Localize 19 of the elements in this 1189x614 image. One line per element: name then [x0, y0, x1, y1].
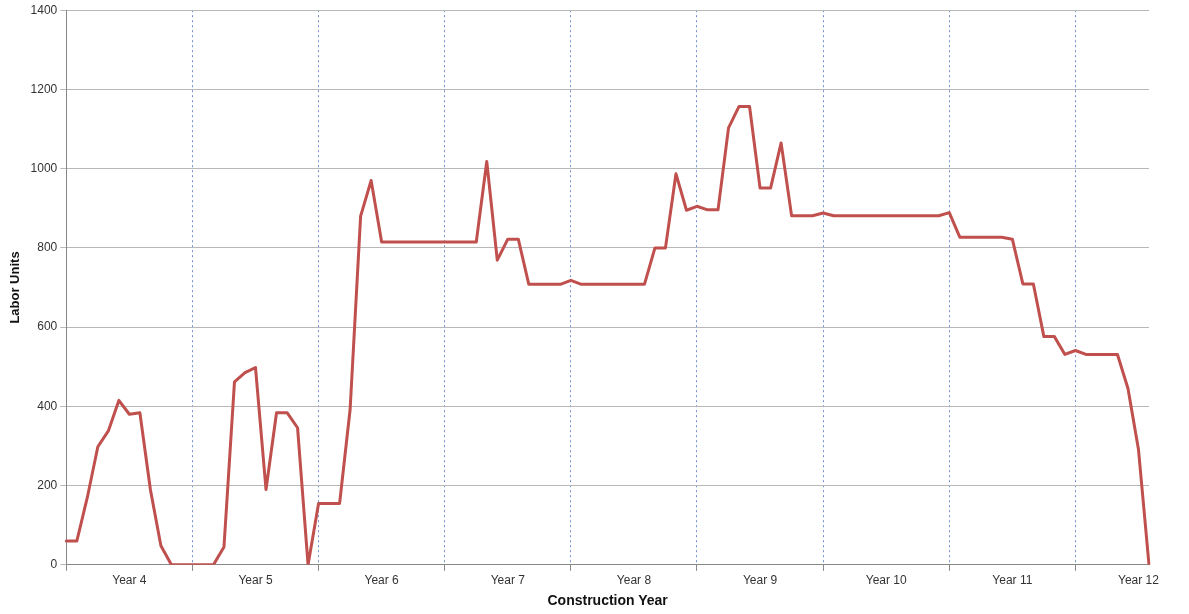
y-tick-label: 200	[37, 477, 58, 492]
x-tick-label: Year 9	[742, 573, 778, 588]
x-tick-label: Year 6	[364, 573, 400, 588]
y-axis-title: Labor Units	[7, 251, 23, 324]
x-axis-title: Construction Year	[547, 592, 669, 609]
y-tick-label: 1200	[30, 81, 58, 96]
y-tick-label: 0	[50, 557, 58, 572]
y-tick-label: 800	[37, 240, 58, 255]
y-tick-label: 600	[37, 319, 58, 334]
x-tick-label: Year 8	[616, 573, 652, 588]
x-tick-label: Year 10	[865, 573, 907, 588]
y-tick-label: 1400	[30, 2, 58, 17]
x-tick-label: Year 11	[992, 573, 1033, 588]
y-tick-label: 400	[37, 398, 58, 413]
x-tick-label: Year 5	[238, 573, 273, 588]
x-tick-label: Year 7	[490, 573, 526, 588]
x-tick-label: Year 4	[112, 573, 147, 588]
x-tick-label: Year 12	[1118, 573, 1160, 588]
y-tick-label: 1000	[30, 160, 58, 175]
